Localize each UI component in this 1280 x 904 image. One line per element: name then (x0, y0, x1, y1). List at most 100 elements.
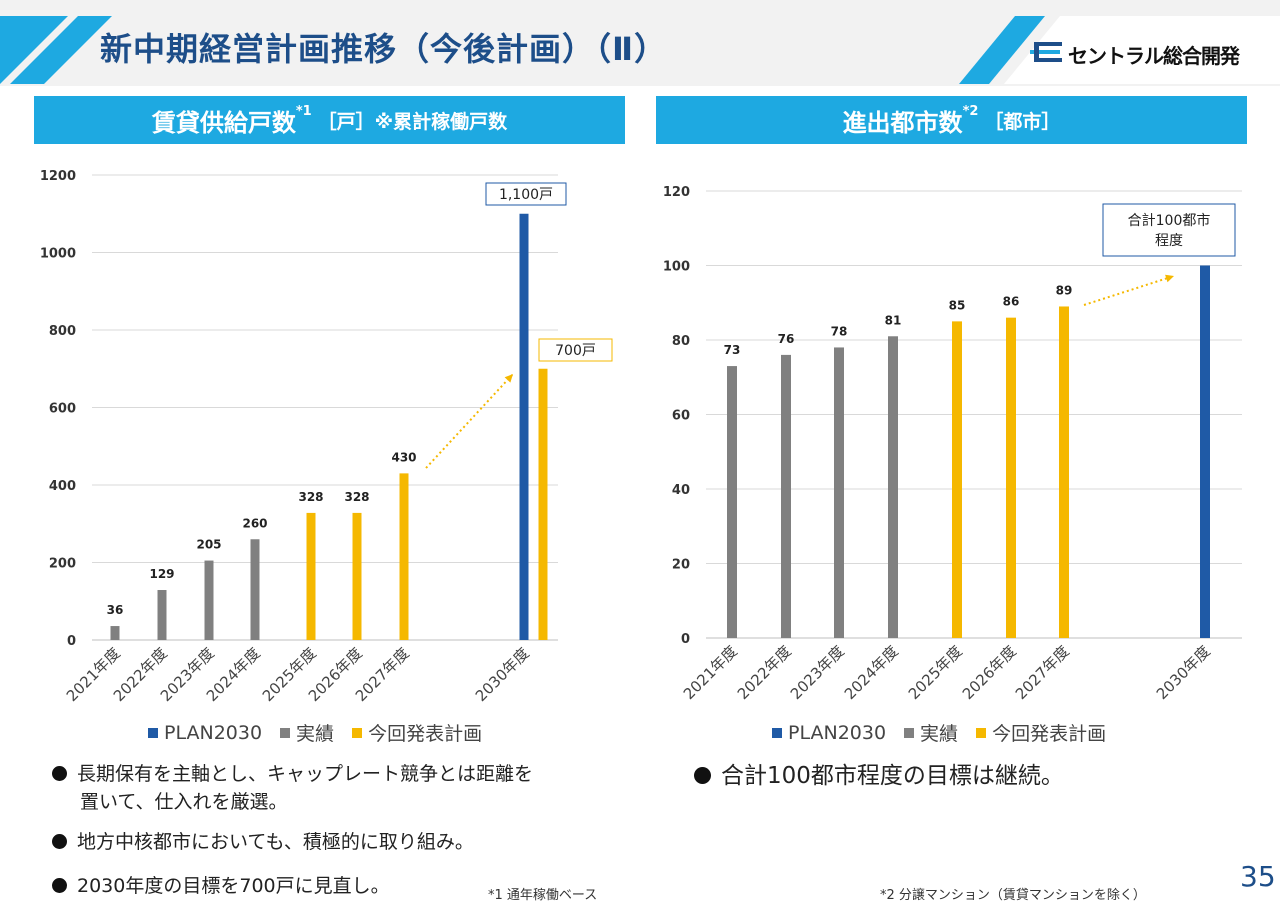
annotation-text: 700戸 (555, 343, 596, 359)
bullet-cities-target: 合計100都市程度の目標は継続。 (694, 762, 1064, 790)
legend-actual: 実績 (904, 719, 958, 746)
y-tick-label: 100 (663, 260, 690, 275)
bar-current (399, 473, 409, 640)
bullet-regional: 地方中核都市においても、積極的に取り組み。 (52, 828, 474, 856)
bullet-strategy-text: 長期保有を主軸とし、キャップレート競争とは距離を (77, 763, 534, 785)
bar-current (352, 512, 362, 640)
annotation-box (1102, 203, 1236, 257)
bar-actual (888, 336, 898, 638)
cities-footnote-mark: *2 (962, 103, 979, 119)
page-title: 新中期経営計画推移（今後計画）（Ⅱ） (100, 30, 668, 68)
bullet-dot-icon (52, 766, 67, 781)
x-tick-label: 2030年度 (1153, 642, 1214, 703)
bullet-cities-target-text: 合計100都市程度の目標は継続。 (721, 763, 1064, 789)
legend-current: 今回発表計画 (976, 719, 1106, 746)
data-label: 328 (298, 490, 323, 504)
legend-actual-swatch (904, 727, 915, 738)
data-label: 205 (196, 538, 221, 552)
cities-title: 進出都市数 (842, 108, 963, 137)
legend-current: 今回発表計画 (352, 719, 482, 746)
bar-plan (1200, 265, 1210, 638)
legend-current-swatch (352, 727, 363, 738)
bar-current (952, 321, 962, 638)
x-tick-label: 2024年度 (841, 642, 902, 703)
y-tick-label: 20 (672, 558, 690, 573)
y-tick-label: 1000 (40, 247, 76, 262)
data-label: 89 (1056, 283, 1073, 297)
legend-actual: 実績 (280, 719, 334, 746)
y-tick-label: 600 (49, 402, 76, 417)
slide-header: 新中期経営計画推移（今後計画）（Ⅱ） セントラル総合開発 (0, 0, 1280, 86)
legend-actual-label: 実績 (296, 723, 335, 745)
bullet-strategy: 長期保有を主軸とし、キャップレート競争とは距離を 置いて、仕入れを厳選。 (52, 760, 533, 816)
annotation-text: 合計100都市 (1128, 212, 1211, 229)
legend-current-swatch (976, 727, 987, 738)
y-tick-label: 800 (49, 324, 76, 339)
bar-actual (204, 560, 214, 640)
data-label: 36 (107, 603, 124, 617)
bar-actual (834, 347, 844, 638)
bullet-target-text: 2030年度の目標を700戸に見直し。 (77, 875, 390, 897)
bar-actual (157, 590, 167, 640)
bullet-dot-icon (52, 834, 67, 849)
y-tick-label: 0 (67, 634, 76, 649)
y-tick-label: 200 (49, 557, 76, 572)
bullet-dot-icon (52, 878, 67, 893)
footnote-left: *1 通年稼働ベース (488, 888, 598, 903)
x-tick-label: 2021年度 (680, 642, 741, 703)
data-label: 78 (831, 324, 848, 338)
y-tick-label: 80 (672, 334, 690, 349)
data-label: 129 (149, 567, 174, 581)
trend-arrow-head-icon (504, 374, 513, 383)
data-label: 81 (885, 313, 902, 327)
trend-arrow-line (425, 373, 514, 469)
legend-current-label: 今回発表計画 (368, 723, 483, 745)
legend-plan-swatch (772, 727, 782, 738)
footnote-right: *2 分譲マンション（賃貸マンションを除く） (880, 888, 1146, 903)
y-tick-label: 120 (663, 185, 690, 200)
data-label: 430 (391, 450, 416, 464)
annotation-text: 1,100戸 (499, 187, 553, 203)
legend-plan: PLAN2030 (772, 722, 886, 744)
rental-units-title: 賃貸供給戸数 (151, 108, 296, 137)
legend-plan-label: PLAN2030 (164, 721, 263, 744)
legend-plan-swatch (148, 727, 158, 738)
data-label: 73 (724, 343, 741, 357)
annotation-box (538, 338, 613, 362)
bar-plan (519, 213, 529, 640)
bullet-dot-icon (694, 767, 711, 784)
y-tick-label: 60 (672, 409, 690, 424)
x-tick-label: 2025年度 (905, 642, 966, 703)
bar-current (306, 512, 316, 640)
bullet-strategy-cont: 置いて、仕入れを厳選。 (80, 791, 288, 813)
bar-actual (110, 626, 120, 640)
x-tick-label: 2023年度 (787, 642, 848, 703)
legend-plan-label: PLAN2030 (788, 721, 887, 744)
data-label: 260 (242, 516, 267, 530)
y-tick-label: 40 (672, 483, 690, 498)
legend-actual-label: 実績 (920, 723, 959, 745)
logo-text: セントラル総合開発 (1068, 44, 1240, 68)
logo-mark-icon (1030, 42, 1062, 62)
annotation-box (485, 182, 567, 206)
legend-actual-swatch (280, 727, 291, 738)
x-tick-label: 2022年度 (734, 642, 795, 703)
y-tick-label: 1200 (40, 169, 76, 184)
cities-legend: PLAN2030 実績 今回発表計画 (772, 719, 1118, 746)
bar-current (1059, 306, 1069, 638)
bar-current (538, 368, 548, 640)
bar-actual (781, 354, 791, 638)
trend-arrow-head-icon (1165, 274, 1174, 283)
bullet-target: 2030年度の目標を700戸に見直し。 (52, 872, 390, 900)
data-label: 86 (1003, 295, 1020, 309)
rental-units-header: 賃貸供給戸数 *1 ［戸］※累計稼働戸数 (34, 96, 625, 144)
data-label: 76 (778, 332, 795, 346)
page-number: 35 (1240, 860, 1276, 893)
y-tick-label: 0 (681, 632, 690, 647)
data-label: 85 (949, 298, 966, 312)
rental-units-legend: PLAN2030 実績 今回発表計画 (148, 719, 494, 746)
annotation-text: 程度 (1155, 233, 1183, 249)
data-label: 328 (344, 490, 369, 504)
header-decoration (0, 16, 1280, 84)
